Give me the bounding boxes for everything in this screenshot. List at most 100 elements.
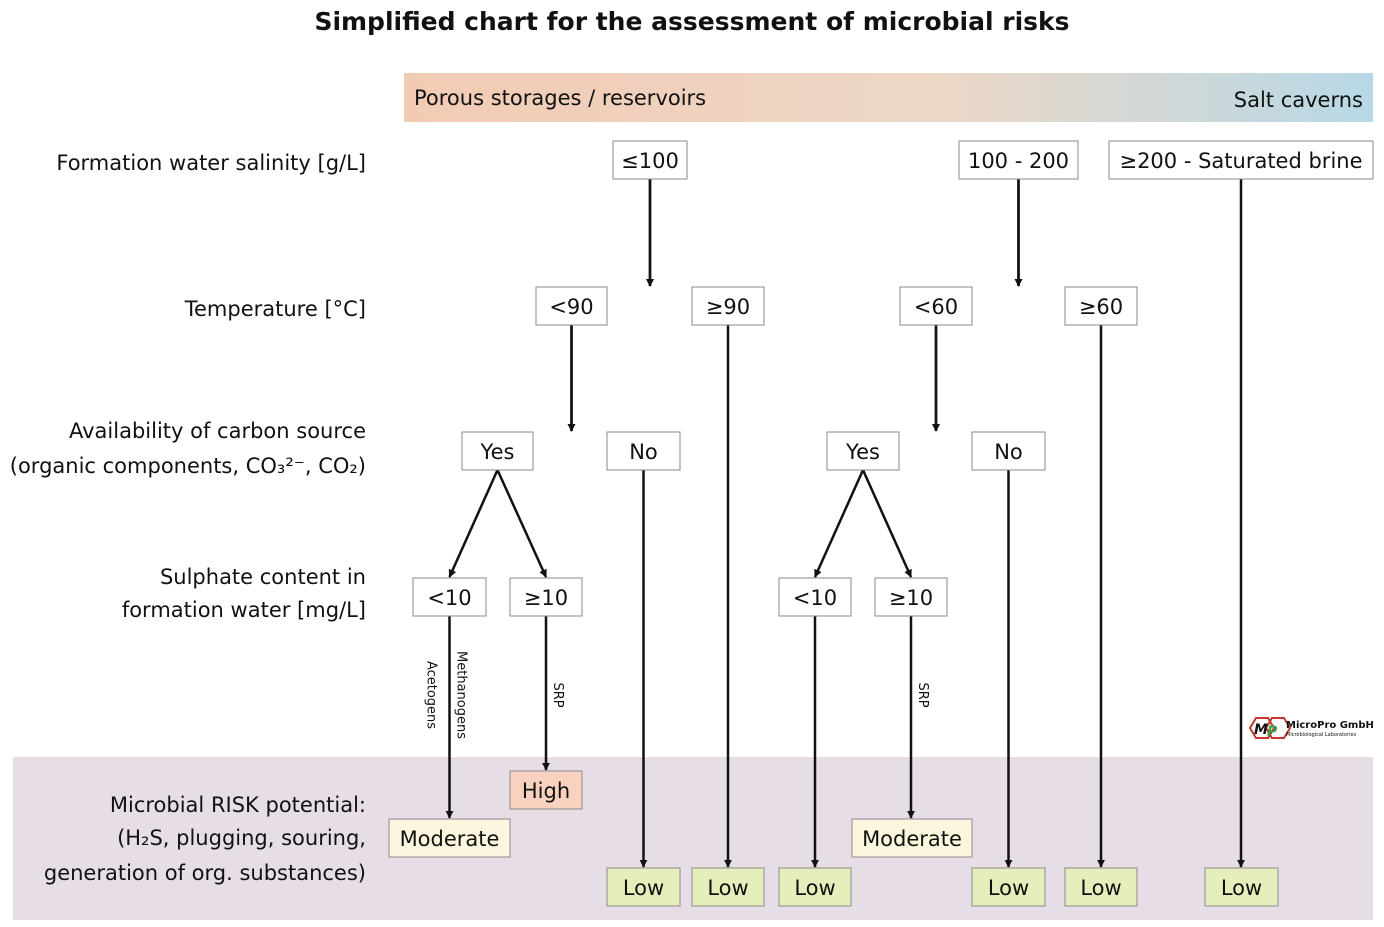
node-p2: ≥10 [509,577,583,617]
node-box [388,818,511,858]
node-box [958,140,1079,180]
node-label: <60 [914,295,958,319]
edge-annotation: Methanogens [454,651,469,739]
svg-text:M: M [1254,722,1268,738]
node-box [778,867,852,907]
node-box [899,286,973,326]
edge-c3-p4 [861,469,913,578]
node-box [606,431,681,471]
node-label: ≥200 - Saturated brine [1119,149,1362,173]
node-s1: ≤100 [612,140,688,180]
header-right-label: Salt caverns [1234,88,1363,112]
node-label: ≥10 [524,586,568,610]
row-label: Sulphate content in [160,565,366,589]
node-s2: 100 - 200 [958,140,1079,180]
node-box [874,577,948,617]
node-l2: Low [691,867,765,907]
node-box [691,867,765,907]
node-p1: <10 [412,577,487,617]
node-label: <90 [549,295,593,319]
node-label: ≥60 [1079,295,1123,319]
row-label: (H₂S, plugging, souring, [117,826,366,850]
node-s3: ≥200 - Saturated brine [1108,140,1374,180]
node-p3: <10 [778,577,852,617]
node-r_high: High [509,770,583,810]
node-label: 100 - 200 [968,149,1069,173]
header-left-label: Porous storages / reservoirs [414,86,706,110]
node-label: Low [1221,876,1262,900]
node-t3: <60 [899,286,973,326]
row-label: Microbial RISK potential: [110,793,366,817]
node-p4: ≥10 [874,577,948,617]
node-box [1064,286,1138,326]
node-l1: Low [606,867,681,907]
node-box [851,818,973,858]
logo-name: MicroPro GmbH [1286,720,1374,731]
node-label: ≥90 [706,295,750,319]
edge-annotation: Acetogens [424,661,439,729]
node-label: Low [794,876,835,900]
node-label: ≥10 [889,586,933,610]
node-c4: No [971,431,1046,471]
nodes: ≤100 100 - 200 ≥200 - Saturated brine <90 ≥9… [388,140,1374,907]
node-l5: Low [1064,867,1138,907]
node-label: Low [623,876,664,900]
node-t4: ≥60 [1064,286,1138,326]
node-box [971,431,1046,471]
node-label: Low [988,876,1029,900]
node-box [461,431,534,471]
node-label: <10 [793,586,837,610]
node-box [691,286,765,326]
micropro-logo: M P MicroPro GmbH Microbiological Labora… [1248,717,1374,740]
node-l3: Low [778,867,852,907]
row-label: Formation water salinity [g/L] [56,151,366,175]
node-box [1108,140,1374,180]
node-label: Low [707,876,748,900]
row-label: formation water [mg/L] [122,598,366,622]
edge-c1-p1 [448,469,499,578]
node-l6: Low [1204,867,1279,907]
node-label: Yes [845,440,880,464]
edges: Methanogens Acetogens SRP SRP [424,179,1245,868]
node-c2: No [606,431,681,471]
edge-c3-p3 [813,469,865,578]
node-box [535,286,608,326]
edge-annotation: SRP [550,682,565,707]
row-label: (organic components, CO₃²⁻, CO₂) [10,454,366,478]
header-band [404,73,1373,122]
node-label: Moderate [400,827,500,851]
node-box [509,770,583,810]
node-box [509,577,583,617]
row-label: generation of org. substances) [44,861,366,885]
edge-c1-p2 [496,469,548,578]
node-l4: Low [971,867,1046,907]
row-label: Availability of carbon source [69,419,366,443]
node-box [971,867,1046,907]
node-label: ≤100 [621,149,679,173]
node-box [606,867,681,907]
node-box [1064,867,1138,907]
node-label: Low [1080,876,1121,900]
node-box [778,577,852,617]
node-c1: Yes [461,431,534,471]
node-box [826,431,900,471]
node-r_mod2: Moderate [851,818,973,858]
row-labels: Formation water salinity [g/L] Temperatur… [10,151,366,885]
node-label: No [629,440,658,464]
node-t2: ≥90 [691,286,765,326]
node-t1: <90 [535,286,608,326]
node-box [1204,867,1279,907]
node-box [612,140,688,180]
node-label: Yes [480,440,515,464]
node-c3: Yes [826,431,900,471]
node-box [412,577,487,617]
node-label: No [994,440,1023,464]
node-r_mod1: Moderate [388,818,511,858]
svg-text:P: P [1267,724,1278,740]
row-label: Temperature [°C] [184,297,366,321]
node-label: High [522,779,570,803]
edge-annotation: SRP [915,682,930,707]
logo-subtitle: Microbiological Laboratories [1286,732,1357,738]
chart-title: Simplified chart for the assessment of m… [314,7,1069,36]
